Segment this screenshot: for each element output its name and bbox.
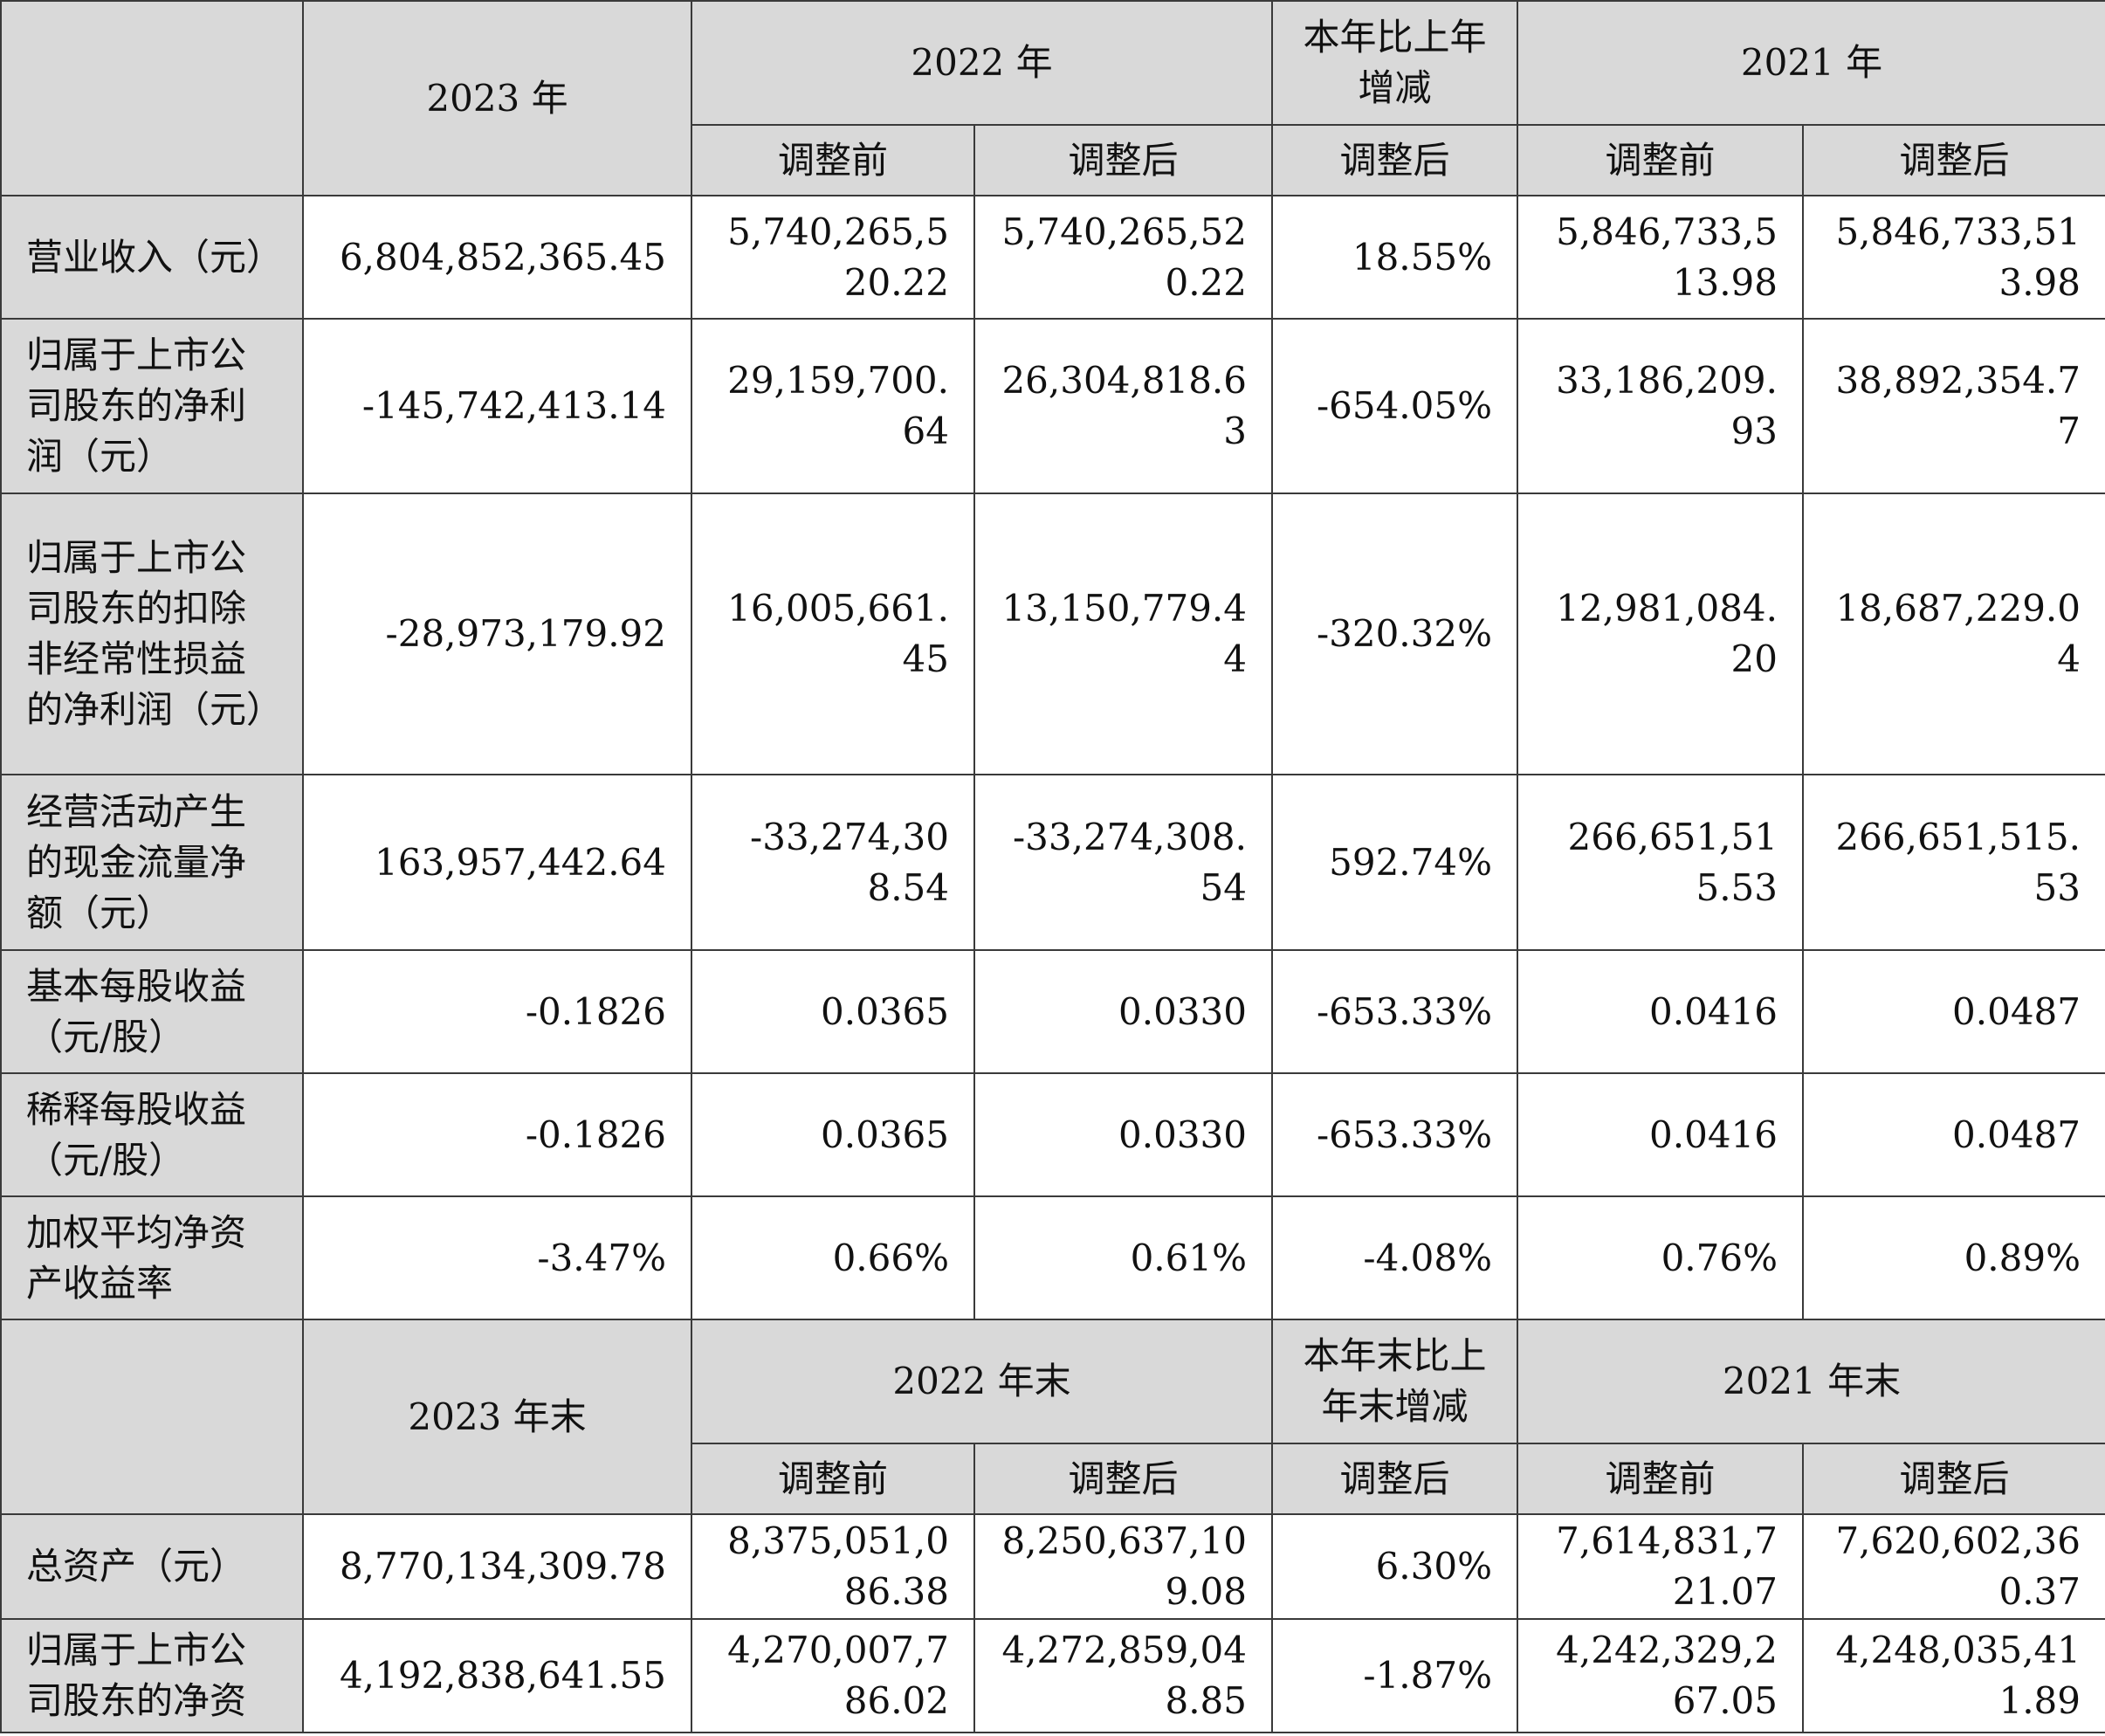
- header-2022-after: 调整后: [973, 1443, 1273, 1515]
- table-row: 基本每股收益（元/股） -0.1826 0.0365 0.0330 -653.3…: [0, 949, 2105, 1074]
- row-label: 归属于上市公司股东的净利润（元）: [0, 318, 304, 494]
- cell-2021-before: 12,981,084.20: [1517, 493, 1804, 775]
- cell-2022-before: 0.0365: [691, 949, 975, 1074]
- cell-2022-before: 0.0365: [691, 1072, 975, 1197]
- table-row: 归属于上市公司股东的净利润（元） -145,742,413.14 29,159,…: [0, 318, 2105, 494]
- header-row-1: 2023 年 2022 年 本年比上年增减 2021 年: [0, 0, 2105, 196]
- cell-2023: -0.1826: [302, 949, 692, 1074]
- header-change: 本年比上年增减: [1271, 0, 1518, 126]
- table-row: 加权平均净资产收益率 -3.47% 0.66% 0.61% -4.08% 0.7…: [0, 1195, 2105, 1320]
- cell-2023: -3.47%: [302, 1195, 692, 1320]
- header-2021: 2021 年: [1517, 0, 2105, 126]
- table-row: 归属于上市公司股东的扣除非经常性损益的净利润（元） -28,973,179.92…: [0, 493, 2105, 775]
- cell-2022-after: 26,304,818.63: [973, 318, 1273, 494]
- cell-2021-before: 0.0416: [1517, 949, 1804, 1074]
- cell-2022-before: -33,274,308.54: [691, 774, 975, 951]
- cell-2022-after: 4,272,859,048.85: [973, 1618, 1273, 1733]
- cell-2023: -28,973,179.92: [302, 493, 692, 775]
- cell-2021-after: 266,651,515.53: [1802, 774, 2105, 951]
- cell-2022-after: 8,250,637,109.08: [973, 1513, 1273, 1620]
- row-label: 加权平均净资产收益率: [0, 1195, 304, 1320]
- cell-change: -653.33%: [1271, 949, 1518, 1074]
- header-2022: 2022 年: [691, 0, 1273, 126]
- cell-2022-after: 13,150,779.44: [973, 493, 1273, 775]
- cell-2021-after: 7,620,602,360.37: [1802, 1513, 2105, 1620]
- header-change-after: 调整后: [1271, 124, 1518, 196]
- cell-2022-before: 0.66%: [691, 1195, 975, 1320]
- header-2021-end: 2021 年末: [1517, 1319, 2105, 1444]
- cell-2021-after: 5,846,733,513.98: [1802, 195, 2105, 320]
- header-2022-before: 调整前: [691, 124, 975, 196]
- row-label: 归属于上市公司股东的净资: [0, 1618, 304, 1733]
- cell-2022-after: 0.61%: [973, 1195, 1273, 1320]
- header-blank-cell: [0, 0, 304, 196]
- header-2022-end: 2022 年末: [691, 1319, 1273, 1444]
- cell-2021-before: 266,651,515.53: [1517, 774, 1804, 951]
- cell-2021-after: 4,248,035,411.89: [1802, 1618, 2105, 1733]
- cell-change: -654.05%: [1271, 318, 1518, 494]
- header-2021-before: 调整前: [1517, 1443, 1804, 1515]
- table-row: 稀释每股收益（元/股） -0.1826 0.0365 0.0330 -653.3…: [0, 1072, 2105, 1197]
- cell-2023: 4,192,838,641.55: [302, 1618, 692, 1733]
- header-row-1: 2023 年末 2022 年末 本年末比上年末增减 2021 年末: [0, 1319, 2105, 1515]
- cell-2023: -145,742,413.14: [302, 318, 692, 494]
- cell-2022-before: 16,005,661.45: [691, 493, 975, 775]
- header-change-after: 调整后: [1271, 1443, 1518, 1515]
- cell-change: -653.33%: [1271, 1072, 1518, 1197]
- cell-2021-before: 5,846,733,513.98: [1517, 195, 1804, 320]
- table-row: 营业收入（元） 6,804,852,365.45 5,740,265,520.2…: [0, 195, 2105, 320]
- cell-2023: -0.1826: [302, 1072, 692, 1197]
- table-row: 经营活动产生的现金流量净额（元） 163,957,442.64 -33,274,…: [0, 774, 2105, 951]
- cell-2022-before: 4,270,007,786.02: [691, 1618, 975, 1733]
- cell-2021-after: 0.0487: [1802, 949, 2105, 1074]
- header-2022-before: 调整前: [691, 1443, 975, 1515]
- cell-2021-before: 4,242,329,267.05: [1517, 1618, 1804, 1733]
- header-2021-after: 调整后: [1802, 1443, 2105, 1515]
- row-label: 总资产（元）: [0, 1513, 304, 1620]
- row-label: 经营活动产生的现金流量净额（元）: [0, 774, 304, 951]
- cell-2021-before: 0.0416: [1517, 1072, 1804, 1197]
- cell-2021-after: 0.89%: [1802, 1195, 2105, 1320]
- cell-change: -4.08%: [1271, 1195, 1518, 1320]
- cell-2021-after: 0.0487: [1802, 1072, 2105, 1197]
- header-2021-after: 调整后: [1802, 124, 2105, 196]
- header-row-2: 调整前 调整后 调整后 调整前 调整后: [1, 1443, 2105, 1515]
- cell-2023: 6,804,852,365.45: [302, 195, 692, 320]
- cell-2022-after: 0.0330: [973, 949, 1273, 1074]
- cell-2022-before: 8,375,051,086.38: [691, 1513, 975, 1620]
- cell-change: -320.32%: [1271, 493, 1518, 775]
- table-row: 总资产（元） 8,770,134,309.78 8,375,051,086.38…: [0, 1513, 2105, 1620]
- cell-2023: 163,957,442.64: [302, 774, 692, 951]
- cell-2021-before: 33,186,209.93: [1517, 318, 1804, 494]
- cell-2022-after: 5,740,265,520.22: [973, 195, 1273, 320]
- header-2022-after: 调整后: [973, 124, 1273, 196]
- cell-2021-before: 7,614,831,721.07: [1517, 1513, 1804, 1620]
- cell-2021-after: 38,892,354.77: [1802, 318, 2105, 494]
- cell-change: -1.87%: [1271, 1618, 1518, 1733]
- row-label: 归属于上市公司股东的扣除非经常性损益的净利润（元）: [0, 493, 304, 775]
- row-label: 营业收入（元）: [0, 195, 304, 320]
- header-blank-cell: [0, 1319, 304, 1515]
- cell-2023: 8,770,134,309.78: [302, 1513, 692, 1620]
- cell-change: 592.74%: [1271, 774, 1518, 951]
- header-2023: 2023 年: [302, 0, 692, 196]
- cell-2022-before: 5,740,265,520.22: [691, 195, 975, 320]
- cell-2021-after: 18,687,229.04: [1802, 493, 2105, 775]
- cell-2022-before: 29,159,700.64: [691, 318, 975, 494]
- cell-2022-after: -33,274,308.54: [973, 774, 1273, 951]
- cell-2022-after: 0.0330: [973, 1072, 1273, 1197]
- header-change-end: 本年末比上年末增减: [1271, 1319, 1518, 1444]
- row-label: 稀释每股收益（元/股）: [0, 1072, 304, 1197]
- cell-2021-before: 0.76%: [1517, 1195, 1804, 1320]
- header-2021-before: 调整前: [1517, 124, 1804, 196]
- cell-change: 6.30%: [1271, 1513, 1518, 1620]
- header-row-2: 调整前 调整后 调整后 调整前 调整后: [1, 124, 2105, 196]
- table-row: 归属于上市公司股东的净资 4,192,838,641.55 4,270,007,…: [0, 1618, 2105, 1733]
- row-label: 基本每股收益（元/股）: [0, 949, 304, 1074]
- cell-change: 18.55%: [1271, 195, 1518, 320]
- header-2023-end: 2023 年末: [302, 1319, 692, 1515]
